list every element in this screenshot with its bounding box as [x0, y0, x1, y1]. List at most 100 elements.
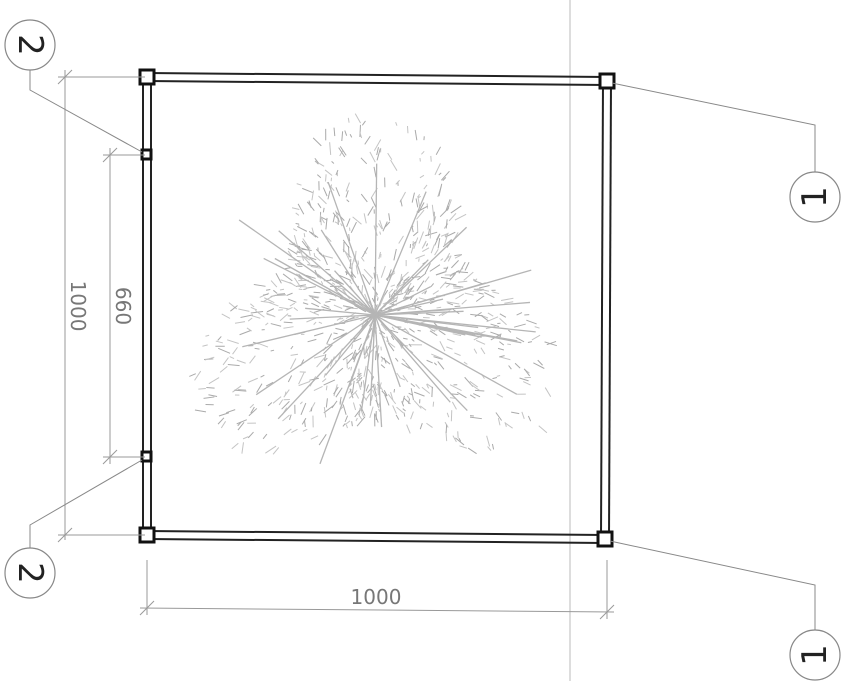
foliage [379, 220, 384, 230]
foliage [308, 230, 317, 238]
foliage [351, 344, 354, 350]
foliage [519, 377, 529, 382]
foliage [342, 249, 352, 259]
foliage [293, 307, 299, 312]
foliage [276, 293, 286, 295]
foliage [249, 355, 256, 364]
foliage [264, 297, 275, 304]
foliage [263, 295, 275, 302]
foliage [320, 216, 328, 221]
foliage [497, 418, 501, 426]
foliage [404, 327, 410, 334]
foliage [363, 320, 369, 327]
branch [238, 219, 376, 316]
foliage [459, 445, 468, 449]
foliage [383, 390, 388, 397]
foliage [380, 265, 386, 278]
foliage [303, 256, 311, 265]
foliage [470, 313, 484, 317]
foliage [237, 422, 245, 431]
foliage [421, 290, 427, 295]
foliage [436, 234, 440, 241]
foliage [504, 422, 513, 429]
foliage [349, 133, 353, 138]
foliage [396, 406, 404, 414]
foliage [323, 373, 326, 378]
foliage [250, 303, 255, 308]
foliage [410, 383, 416, 388]
foliage [323, 304, 330, 308]
foliage [454, 213, 467, 221]
foliage [247, 317, 253, 322]
foliage [373, 139, 382, 151]
foliage [475, 295, 485, 302]
foliage [440, 258, 444, 261]
foliage [349, 258, 352, 268]
foliage [331, 161, 335, 164]
branch [374, 314, 482, 338]
foliage [386, 269, 392, 282]
foliage [250, 406, 255, 414]
foliage [371, 297, 378, 307]
foliage [283, 428, 292, 436]
foliage [504, 301, 514, 304]
foliage [473, 279, 483, 285]
foliage [361, 120, 366, 126]
foliage [433, 356, 443, 360]
foliage [305, 286, 316, 289]
foliage [393, 248, 397, 261]
foliage [313, 386, 323, 392]
foliage [424, 263, 431, 274]
callout-label: 2 [10, 34, 50, 56]
branch [374, 163, 378, 316]
foliage [310, 435, 319, 440]
foliage [418, 297, 427, 301]
foliage [241, 442, 244, 454]
foliage [342, 404, 347, 415]
foliage [382, 221, 388, 232]
foliage [315, 248, 323, 256]
foliage [279, 313, 289, 322]
foliage [308, 294, 320, 298]
branch [374, 259, 429, 316]
foliage [231, 442, 239, 450]
foliage [445, 219, 448, 229]
foliage [463, 361, 468, 365]
foliage [386, 336, 389, 343]
foliage [249, 403, 255, 409]
foliage [436, 306, 442, 309]
branch [324, 314, 376, 376]
foliage [323, 344, 333, 355]
foliage [355, 305, 367, 313]
foliage [521, 411, 525, 419]
foliage [339, 396, 342, 404]
foliage [458, 437, 462, 442]
foliage [337, 281, 344, 285]
foliage [347, 380, 351, 383]
foliage [226, 339, 239, 344]
foliage [435, 271, 447, 276]
foliage [450, 205, 462, 214]
foliage [323, 404, 335, 414]
foliage [311, 297, 321, 305]
foliage [316, 357, 326, 368]
foliage [324, 357, 328, 362]
foliage [360, 193, 368, 203]
foliage [484, 292, 495, 299]
foliage [415, 254, 426, 260]
foliage [275, 273, 282, 284]
foliage [401, 363, 411, 369]
foliage [323, 406, 327, 418]
foliage [218, 412, 230, 417]
foliage [419, 422, 423, 430]
foliage [318, 321, 323, 324]
foliage [443, 233, 449, 246]
foliage [392, 405, 397, 414]
foliage [302, 187, 313, 194]
foliage [490, 323, 500, 328]
foliage [270, 280, 278, 288]
foliage [348, 234, 351, 242]
foliage [421, 386, 431, 394]
foliage [546, 340, 557, 346]
foliage [387, 152, 393, 160]
